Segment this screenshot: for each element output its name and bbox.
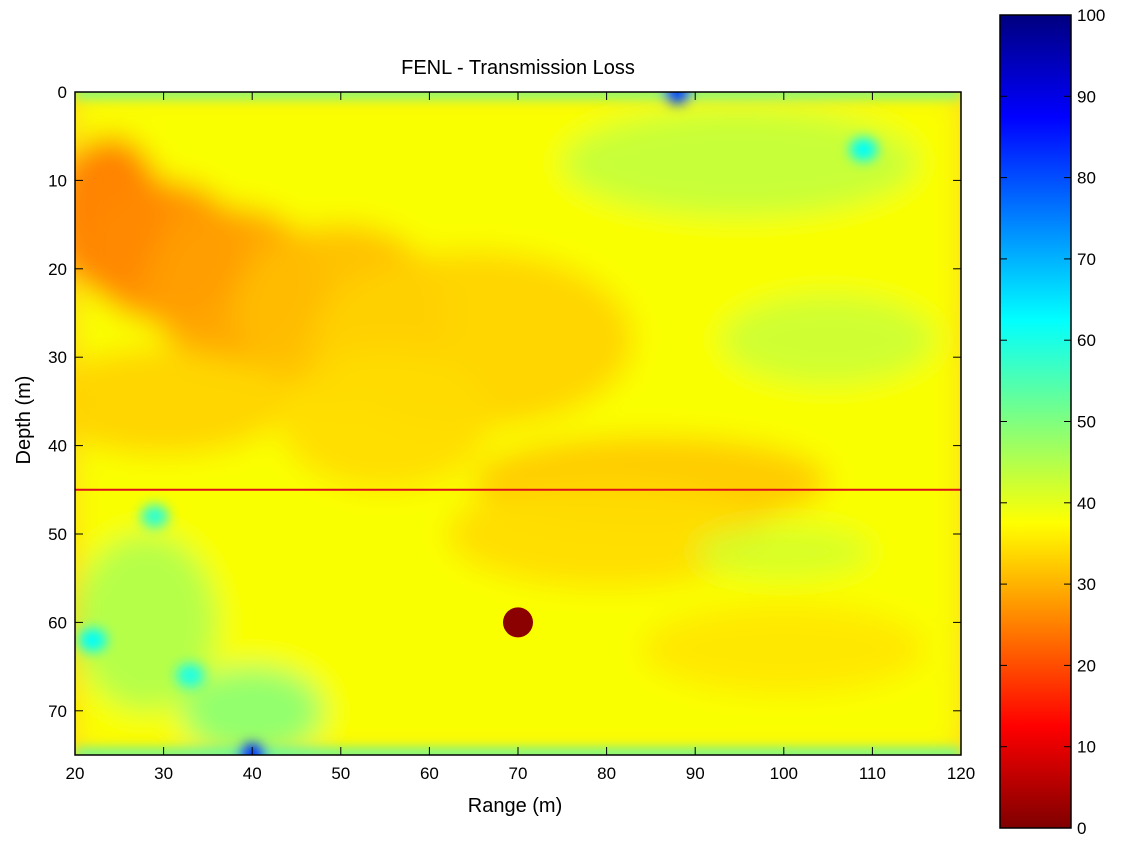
colorbar-tick-label: 30: [1077, 575, 1096, 594]
plot-area: [75, 92, 961, 755]
y-tick-label: 10: [48, 171, 67, 190]
colorbar-tick-label: 20: [1077, 656, 1096, 675]
y-tick-label: 60: [48, 613, 67, 632]
heatmap-field: [75, 92, 961, 755]
colorbar-tick-label: 10: [1077, 738, 1096, 757]
colorbar-tick-label: 70: [1077, 250, 1096, 269]
heatmap-region-9: [278, 348, 492, 490]
x-tick-label: 80: [597, 764, 616, 783]
heatmap-light-region-3: [695, 525, 873, 579]
x-tick-label: 90: [686, 764, 705, 783]
y-tick-label: 40: [48, 437, 67, 456]
x-axis: 20 30 40 50 60 70 80 90 100 110 120: [66, 92, 975, 783]
x-tick-label: 100: [770, 764, 798, 783]
x-tick-label: 120: [947, 764, 975, 783]
y-axis: 0 10 20 30 40 50 60 70: [48, 83, 961, 721]
chart-title: FENL - Transmission Loss: [401, 57, 635, 79]
heatmap-high-loss-spot-1: [849, 137, 878, 162]
colorbar-tick-label: 100: [1077, 6, 1105, 25]
x-tick-label: 40: [243, 764, 262, 783]
x-axis-label: Range (m): [468, 795, 562, 817]
x-tick-label: 50: [331, 764, 350, 783]
colorbar-tick-label: 50: [1077, 413, 1096, 432]
heatmap-light-region-1: [721, 295, 935, 384]
colorbar-tick-label: 0: [1077, 819, 1086, 838]
heatmap-high-loss-spot-0: [663, 92, 692, 104]
heatmap-contour-group: [75, 92, 961, 755]
x-tick-label: 70: [509, 764, 528, 783]
y-tick-label: 70: [48, 702, 67, 721]
heatmap-high-loss-spot-5: [140, 504, 169, 529]
colorbar-tick-label: 80: [1077, 169, 1096, 188]
heatmap-high-loss-spot-4: [176, 663, 205, 688]
heatmap-light-region-4: [181, 666, 324, 755]
y-axis-label: Depth (m): [13, 376, 35, 465]
y-tick-label: 20: [48, 260, 67, 279]
y-tick-label: 30: [48, 348, 67, 367]
source-marker: [503, 607, 533, 638]
y-tick-label: 50: [48, 525, 67, 544]
heatmap-region-8: [642, 604, 926, 694]
colorbar-tick-label: 90: [1077, 87, 1096, 106]
x-tick-label: 60: [420, 764, 439, 783]
y-tick-label: 0: [58, 83, 67, 102]
colorbar-gradient: [999, 14, 1072, 829]
heatmap-light-region-0: [562, 109, 917, 216]
colorbar: 0 10 20 30 40 50 60 70 80 90 100: [999, 6, 1105, 838]
x-tick-label: 20: [66, 764, 85, 783]
colorbar-ticks: 0 10 20 30 40 50 60 70 80 90 100: [1000, 6, 1105, 838]
colorbar-tick-label: 40: [1077, 494, 1096, 513]
heatmap-region-7: [447, 480, 767, 588]
x-tick-label: 30: [154, 764, 173, 783]
heatmap-high-loss-spot-3: [78, 628, 107, 653]
x-tick-label: 110: [859, 764, 886, 783]
heatmap-region-5: [75, 348, 288, 455]
colorbar-tick-label: 60: [1077, 331, 1096, 350]
